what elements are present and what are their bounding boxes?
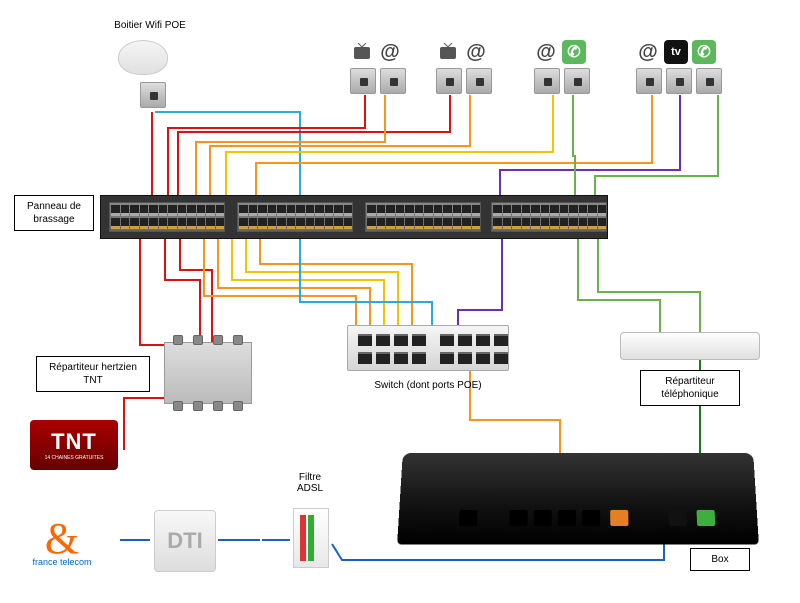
wall-socket-icon xyxy=(636,68,662,94)
france-telecom-logo-icon: & france telecom xyxy=(26,508,98,580)
switch-icon xyxy=(347,325,509,371)
adsl-filter-label: Filtre ADSL xyxy=(280,472,340,494)
at-icon: @ xyxy=(636,40,660,64)
at-icon: @ xyxy=(378,40,402,64)
tnt-splitter-icon xyxy=(164,342,252,404)
tnt-logo-sub: 14 CHAINES GRATUITES xyxy=(45,455,104,461)
phone-splitter-label: Répartiteur téléphonique xyxy=(640,370,740,406)
box-modem-icon xyxy=(397,453,759,544)
adsl-filter-icon xyxy=(293,508,329,568)
box-label: Box xyxy=(690,548,750,571)
wifi-poe-socket-icon xyxy=(140,82,166,108)
tnt-logo-icon: TNT 14 CHAINES GRATUITES xyxy=(30,420,118,470)
wall-socket-icon xyxy=(696,68,722,94)
tnt-splitter-label: Répartiteur hertzien TNT xyxy=(36,356,150,392)
tnt-logo-text: TNT xyxy=(51,429,97,455)
wifi-poe-device-icon xyxy=(118,40,168,75)
tv-app-icon: tv xyxy=(664,40,688,64)
tv-old-icon xyxy=(436,40,460,64)
dti-icon: DTI xyxy=(154,510,216,572)
phone-icon: ✆ xyxy=(692,40,716,64)
wall-socket-icon xyxy=(466,68,492,94)
wifi-poe-label: Boitier Wifi POE xyxy=(100,20,200,31)
at-icon: @ xyxy=(464,40,488,64)
wall-socket-icon xyxy=(380,68,406,94)
wall-socket-icon xyxy=(666,68,692,94)
patch-panel-label: Panneau de brassage xyxy=(14,195,94,231)
switch-label: Switch (dont ports POE) xyxy=(358,380,498,391)
wall-socket-icon xyxy=(534,68,560,94)
wall-socket-icon xyxy=(350,68,376,94)
wall-socket-icon xyxy=(564,68,590,94)
wall-socket-icon xyxy=(436,68,462,94)
phone-splitter-icon xyxy=(620,332,760,360)
france-telecom-text: france telecom xyxy=(32,557,91,567)
patch-panel-icon xyxy=(100,195,608,239)
tv-old-icon xyxy=(350,40,374,64)
at-icon: @ xyxy=(534,40,558,64)
phone-icon: ✆ xyxy=(562,40,586,64)
